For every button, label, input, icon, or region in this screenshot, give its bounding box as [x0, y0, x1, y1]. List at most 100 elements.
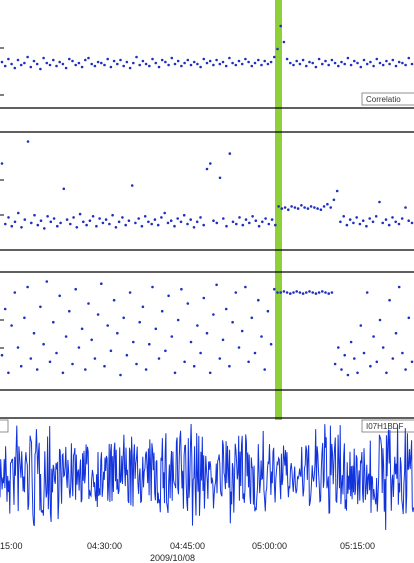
data-point — [183, 61, 186, 65]
data-point — [64, 66, 68, 70]
data-point — [269, 60, 273, 64]
data-point — [337, 346, 340, 349]
data-point — [122, 64, 125, 68]
x-tick-label-1: 15:00 — [0, 541, 23, 551]
data-point — [87, 302, 90, 305]
data-point — [156, 223, 160, 227]
data-point — [337, 64, 340, 68]
data-point — [298, 62, 302, 66]
data-point — [277, 205, 280, 208]
data-point — [132, 340, 135, 344]
data-point — [55, 351, 58, 355]
data-point — [7, 57, 10, 61]
data-point — [330, 58, 334, 62]
data-point — [261, 220, 264, 224]
data-point — [29, 357, 33, 360]
data-point — [189, 63, 193, 67]
data-point — [55, 64, 58, 68]
data-point — [324, 59, 327, 63]
data-point — [352, 221, 355, 225]
data-point — [137, 217, 140, 220]
data-point — [26, 140, 30, 143]
data-point — [332, 198, 336, 202]
data-point — [317, 291, 321, 294]
data-point — [77, 346, 81, 349]
data-point — [394, 220, 398, 224]
data-point — [196, 324, 199, 327]
data-point — [253, 351, 257, 355]
data-point — [324, 291, 327, 294]
data-point — [160, 309, 164, 313]
data-point — [250, 64, 254, 68]
data-point — [260, 63, 263, 67]
data-point — [23, 218, 27, 221]
data-point — [327, 63, 331, 67]
data-point — [208, 371, 212, 375]
data-point — [93, 357, 97, 360]
data-point — [74, 287, 77, 291]
data-point — [132, 61, 135, 65]
data-point — [125, 353, 129, 357]
data-point — [257, 298, 260, 302]
data-point — [346, 373, 350, 377]
data-point — [359, 65, 363, 69]
data-point — [260, 335, 263, 338]
data-point — [199, 65, 202, 69]
data-point — [276, 47, 279, 51]
x-tick-label-3: 04:45:00 — [170, 541, 205, 551]
data-point — [212, 313, 215, 316]
data-point — [276, 291, 279, 294]
data-point — [235, 222, 238, 226]
data-point — [30, 221, 33, 225]
data-point — [292, 63, 295, 67]
data-point — [167, 294, 170, 298]
data-point — [335, 189, 339, 193]
data-point — [314, 65, 318, 69]
data-point — [358, 222, 362, 226]
data-point — [170, 56, 174, 60]
data-point — [342, 215, 346, 218]
data-point — [237, 59, 241, 63]
data-point — [52, 217, 56, 220]
data-point — [378, 318, 382, 322]
data-point — [173, 224, 176, 228]
data-point — [224, 307, 228, 311]
data-point — [56, 224, 59, 228]
data-point — [397, 60, 401, 64]
data-point — [10, 224, 14, 228]
data-point — [283, 206, 287, 209]
data-point — [179, 220, 183, 224]
data-point — [148, 342, 151, 346]
data-point — [311, 61, 315, 65]
data-point — [401, 61, 404, 65]
data-point — [0, 162, 4, 165]
data-point — [4, 222, 7, 226]
data-point — [238, 216, 241, 219]
station-label-text: I07H1BDF — [366, 422, 403, 431]
data-point — [273, 287, 276, 291]
data-point — [333, 362, 337, 366]
data-point — [16, 346, 20, 349]
data-point — [266, 62, 270, 66]
data-point — [205, 167, 209, 171]
data-point — [404, 63, 407, 67]
data-point — [300, 204, 303, 207]
data-point — [410, 221, 414, 225]
data-point — [391, 216, 394, 219]
x-tick-label-2: 04:30:00 — [87, 541, 122, 551]
data-point — [215, 58, 218, 62]
data-point — [244, 285, 247, 289]
data-point — [387, 223, 391, 227]
data-point — [410, 62, 414, 66]
data-point — [20, 226, 23, 229]
data-point — [218, 176, 222, 180]
data-point — [362, 58, 366, 62]
data-point — [257, 224, 261, 228]
data-point — [93, 64, 97, 68]
data-point — [116, 331, 119, 335]
data-point — [218, 357, 222, 360]
data-point — [62, 187, 66, 191]
data-point — [369, 364, 372, 368]
data-point — [247, 360, 250, 364]
data-point — [157, 65, 161, 69]
